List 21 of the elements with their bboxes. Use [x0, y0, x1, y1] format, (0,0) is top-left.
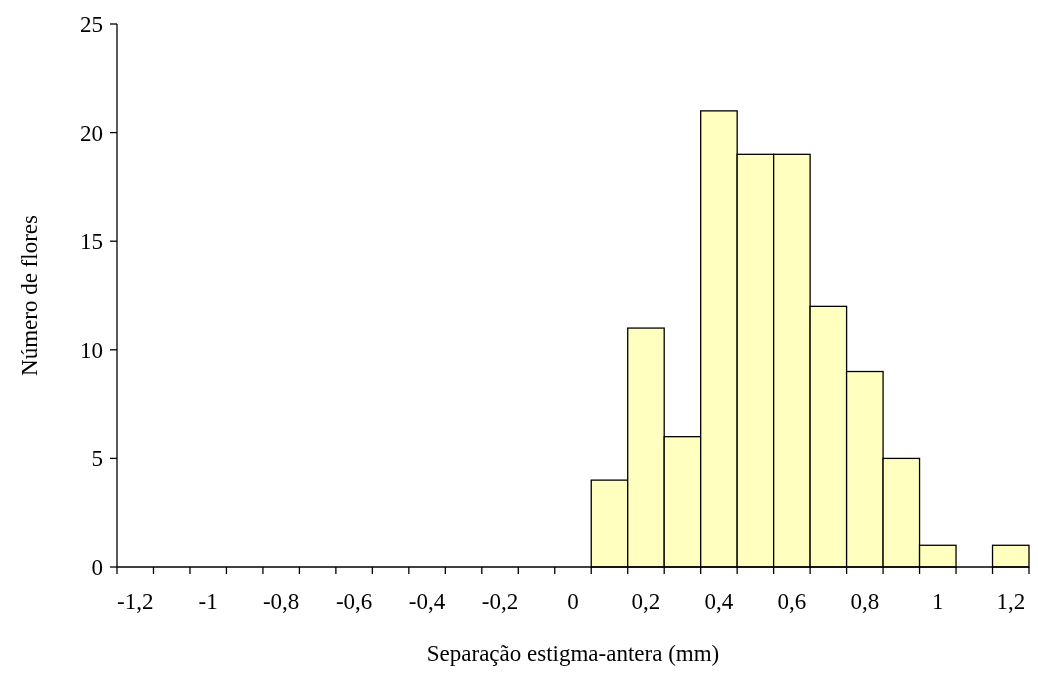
y-tick-label: 5	[91, 446, 103, 472]
x-tick-label: 0,6	[777, 589, 807, 614]
x-axis-title: Separação estigma-antera (mm)	[426, 641, 720, 666]
y-tick-label: 25	[80, 12, 103, 38]
x-tick-label: -1	[198, 589, 218, 614]
x-tick-label: 0,4	[704, 589, 734, 614]
x-tick-label: -1,2	[117, 589, 154, 614]
x-tick-label: 0,2	[631, 589, 661, 614]
x-tick-label: 1	[932, 589, 944, 614]
x-tick-label: -0,6	[335, 589, 373, 614]
y-tick-label: 20	[80, 120, 103, 146]
x-tick-label: -0,8	[262, 589, 300, 614]
x-tick-label: -0,2	[481, 589, 519, 614]
y-tick-label: 0	[91, 555, 103, 581]
x-tick-label: -0,4	[408, 589, 446, 614]
y-tick-label: 15	[80, 229, 103, 255]
y-tick-label: 10	[80, 337, 103, 363]
x-tick-label: 1,2	[996, 589, 1026, 614]
y-axis-title: Número de flores	[17, 214, 42, 376]
x-tick-label: 0,8	[850, 589, 880, 614]
x-tick-label: 0	[567, 589, 579, 614]
